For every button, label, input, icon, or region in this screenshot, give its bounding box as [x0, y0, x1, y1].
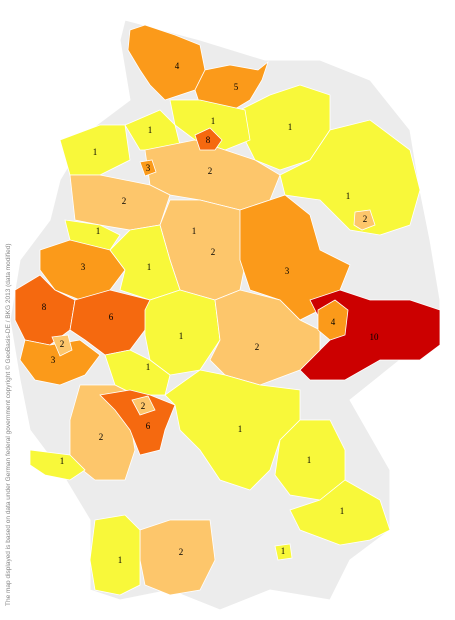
region-label: 6 — [146, 421, 151, 431]
region-label: 3 — [285, 266, 290, 276]
region-label: 6 — [109, 312, 114, 322]
region-label: 1 — [238, 424, 243, 434]
region-label: 2 — [141, 401, 146, 411]
region — [194, 60, 269, 113]
region-label: 4 — [175, 61, 180, 71]
region — [89, 514, 141, 596]
region — [169, 99, 251, 151]
region-label: 1 — [118, 555, 123, 565]
region-label: 1 — [211, 116, 216, 126]
region-label: 4 — [331, 317, 336, 327]
region — [99, 389, 176, 456]
region-label: 1 — [307, 455, 312, 465]
region-label: 1 — [340, 506, 345, 516]
region-label: 1 — [147, 262, 152, 272]
region-label: 2 — [122, 196, 127, 206]
region — [194, 127, 223, 151]
region-label: 8 — [206, 135, 211, 145]
region — [209, 289, 321, 386]
region — [274, 543, 293, 561]
region — [144, 289, 221, 376]
region-label: 2 — [255, 342, 260, 352]
region — [29, 449, 86, 481]
region-label: 2 — [99, 432, 104, 442]
region — [139, 159, 157, 177]
region — [317, 299, 349, 341]
region-label: 8 — [42, 302, 47, 312]
region — [289, 479, 391, 546]
region-label: 2 — [211, 247, 216, 257]
region-label: 1 — [179, 331, 184, 341]
region — [51, 334, 73, 357]
region-label: 1 — [148, 125, 153, 135]
region-label: 1 — [96, 226, 101, 236]
region-label: 1 — [192, 226, 197, 236]
region-label: 1 — [93, 147, 98, 157]
region-label: 1 — [146, 362, 151, 372]
region-label: 1 — [288, 122, 293, 132]
attribution: The map displayed is based on data under… — [4, 244, 12, 606]
region-label: 2 — [363, 214, 368, 224]
region — [353, 209, 376, 231]
region-label: 1 — [346, 191, 351, 201]
region — [279, 119, 421, 236]
region-label: 3 — [81, 262, 86, 272]
region-label: 2 — [208, 166, 213, 176]
region-label: 10 — [370, 332, 380, 342]
region-label: 1 — [60, 456, 65, 466]
region-label: 3 — [51, 355, 56, 365]
region-label: 5 — [234, 82, 239, 92]
region — [139, 519, 216, 596]
region-label: 2 — [60, 339, 65, 349]
region — [131, 395, 156, 416]
region-label: 2 — [179, 547, 184, 557]
region-label: 1 — [281, 546, 286, 556]
region-label: 3 — [146, 163, 151, 173]
